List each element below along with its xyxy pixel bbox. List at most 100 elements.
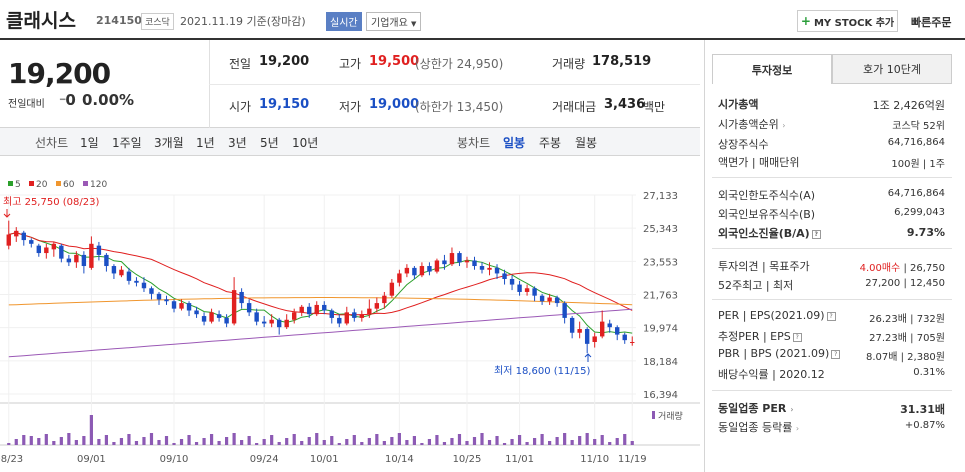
volume-bar [352, 435, 356, 445]
legend-swatch [29, 181, 34, 186]
quick-order-link[interactable]: 빠른주문 [911, 16, 952, 29]
investment-panel [704, 40, 962, 472]
volume-bar [172, 443, 176, 445]
y-tick-label: 16,394 [643, 390, 678, 401]
high-annotation: 최고 25,750 (08/23) [3, 196, 99, 208]
mcap-rank-label[interactable]: 시가총액순위 › [718, 116, 785, 132]
candle-body [524, 288, 530, 292]
volume-bar [202, 438, 206, 445]
candle-body [224, 317, 229, 324]
candle-body [81, 254, 87, 267]
volume-bar [44, 434, 48, 445]
candle-body [592, 336, 597, 343]
candle-body [397, 273, 402, 283]
prev-close-value: 19,200 [259, 54, 310, 69]
candle-body [14, 230, 19, 237]
period-3y[interactable]: 3년 [228, 136, 247, 150]
tab-weekly[interactable]: 주봉 [539, 136, 562, 150]
info-icon: ? [831, 349, 841, 359]
volume-bar [345, 439, 349, 445]
period-1w[interactable]: 1주일 [112, 136, 142, 150]
line-chart-label: 선차트 [35, 136, 69, 150]
volume-bar [225, 437, 229, 445]
candle-body [434, 260, 440, 272]
volume-bar [450, 438, 454, 445]
candle-body [532, 288, 537, 296]
volume-bar [134, 441, 139, 445]
candle-body [502, 273, 507, 279]
foreign-limit-label: 외국인한도주식수(A) [718, 189, 816, 202]
live-button[interactable]: 실시간 [326, 12, 362, 31]
volume-bar [217, 441, 221, 445]
volume-bar [22, 435, 26, 445]
my-stock-label: MY STOCK 추가 [813, 17, 895, 29]
industry-per-label[interactable]: 동일업종 PER › [718, 400, 794, 416]
volume-bar [532, 438, 537, 445]
up-arrow-icon [584, 353, 592, 362]
foreign-ratio-label[interactable]: 외국인소진율(B/A)? [718, 225, 821, 241]
volume-bar [487, 440, 492, 445]
volume-bar [502, 443, 507, 445]
volume-bar [29, 436, 33, 445]
tab-daily[interactable]: 일봉 [503, 136, 526, 150]
my-stock-button[interactable]: + MY STOCK 추가 [797, 10, 898, 32]
period-1d[interactable]: 1일 [80, 136, 99, 150]
industry-chg-value: +0.87% [904, 420, 945, 431]
company-info-dropdown[interactable]: 기업개요 ▼ [366, 12, 422, 31]
industry-per-value: 31.31배 [900, 403, 945, 416]
tab-monthly[interactable]: 월봉 [575, 136, 598, 150]
w52-value: 27,200 | 12,450 [865, 278, 945, 289]
volume-bar [52, 441, 56, 445]
candle-body [134, 280, 139, 283]
volume-bar [390, 437, 394, 445]
high-label: 고가 [339, 57, 362, 71]
candle-body [464, 260, 470, 263]
candle-body [622, 334, 627, 341]
volume-bar [615, 438, 619, 445]
chart-period-bar [0, 128, 700, 156]
candle-body [254, 312, 259, 322]
candle-body [29, 240, 34, 244]
candle-body [171, 301, 177, 309]
volume-bar [548, 441, 552, 445]
candle-body [292, 312, 297, 320]
period-3m[interactable]: 3개월 [154, 136, 184, 150]
volume-bar [74, 440, 78, 445]
candle-body [261, 321, 267, 324]
pbr-value: 8.07배 | 2,380원 [865, 352, 945, 363]
foreign-hold-label: 외국인보유주식수(B) [718, 208, 816, 221]
mcap-rank-text: 시가총액순위 [718, 118, 779, 131]
est-per-label[interactable]: 추정PER | EPS? [718, 328, 802, 344]
y-tick-label: 25,343 [643, 224, 678, 235]
pbr-label[interactable]: PBR | BPS (2021.09)? [718, 347, 841, 360]
per-text: PER | EPS(2021.09) [718, 309, 825, 322]
volume-bar [285, 438, 289, 445]
change-value: ━0 [60, 91, 76, 109]
candle-body [164, 299, 169, 302]
y-tick-label: 23,553 [643, 257, 678, 268]
shares-label: 상장주식수 [718, 138, 769, 151]
tab-quote-10[interactable]: 호가 10단계 [832, 54, 952, 84]
per-label[interactable]: PER | EPS(2021.09)? [718, 309, 836, 322]
period-10y[interactable]: 10년 [292, 136, 319, 150]
volume-bar [578, 436, 582, 445]
volume-value: 178,519 [592, 54, 652, 69]
volume-bar [517, 435, 522, 445]
w52-label: 52주최고 | 최저 [718, 279, 794, 292]
industry-chg-label[interactable]: 동일업종 등락률 › [718, 419, 799, 435]
header-divider [0, 38, 965, 40]
candle-body [577, 329, 582, 333]
volume-bar [104, 435, 109, 445]
candle-body [104, 254, 109, 267]
legend-swatch [56, 181, 61, 186]
par-value: 100원 | 1주 [891, 159, 945, 170]
period-5y[interactable]: 5년 [260, 136, 279, 150]
period-1y[interactable]: 1년 [196, 136, 215, 150]
candle-body [382, 295, 387, 304]
candle-body [216, 314, 222, 318]
tab-invest-info[interactable]: 투자정보 [712, 54, 832, 84]
per-value: 26.23배 | 732원 [869, 314, 945, 325]
volume-bar [255, 443, 259, 445]
candle-body [66, 258, 72, 263]
candle-body [494, 267, 500, 274]
